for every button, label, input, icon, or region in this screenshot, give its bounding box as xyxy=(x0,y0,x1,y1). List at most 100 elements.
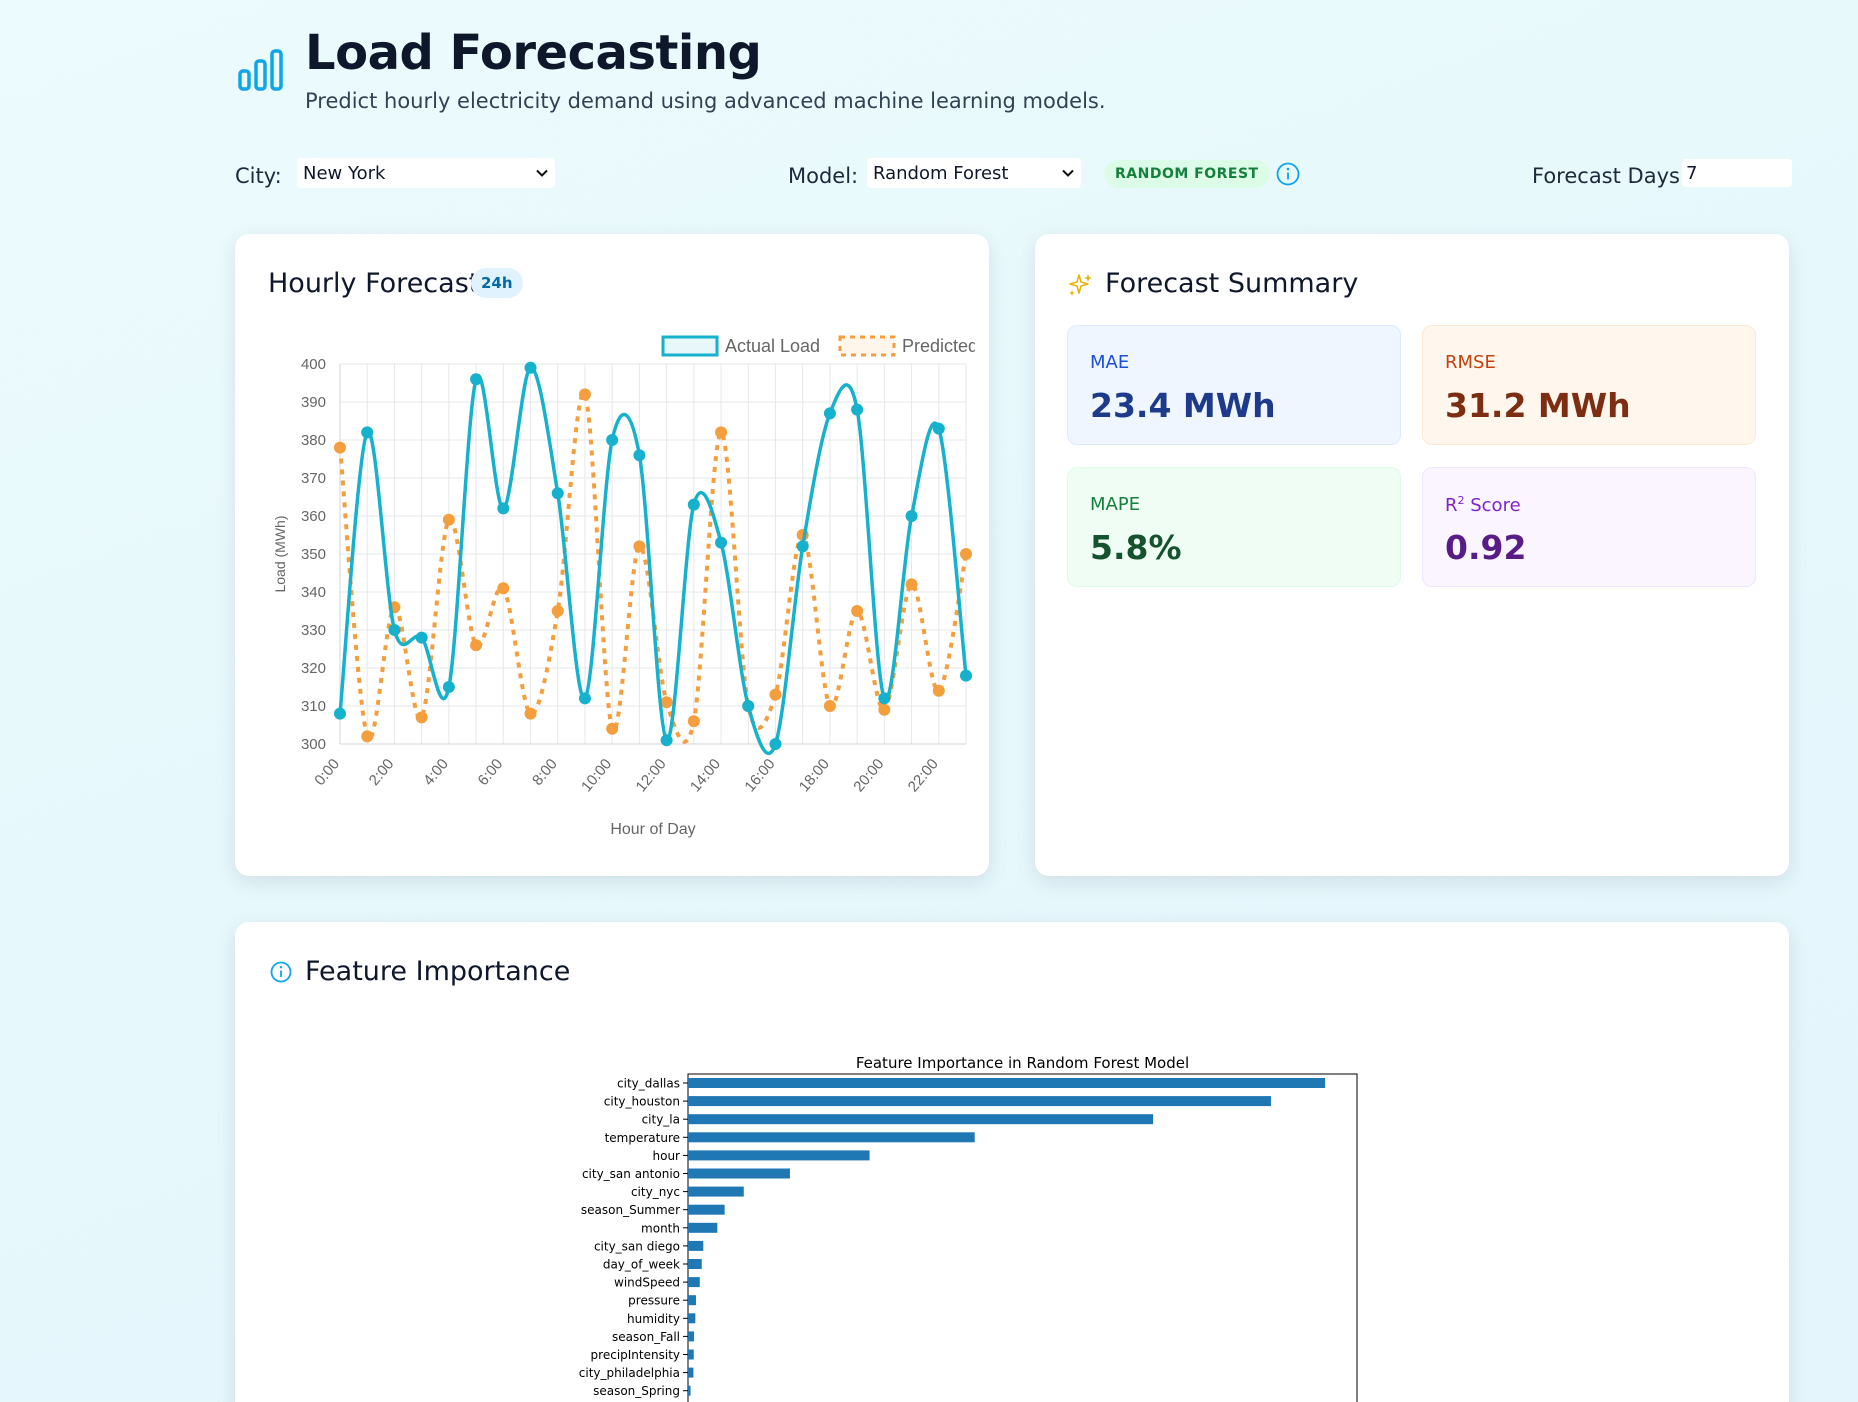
x-tick-label: 18:00 xyxy=(796,756,833,796)
page-subtitle: Predict hourly electricity demand using … xyxy=(305,89,1106,113)
y-tick-label: 340 xyxy=(301,584,326,601)
r2-label-rest: Score xyxy=(1464,495,1521,516)
model-select-value: Random Forest xyxy=(873,162,1009,184)
feature-bar xyxy=(688,1132,975,1143)
actual-load-point xyxy=(905,510,918,522)
mae-metric-card: MAE 23.4 MWh xyxy=(1067,325,1401,445)
predicted-load-point xyxy=(442,513,455,526)
forecast-summary-title: Forecast Summary xyxy=(1105,268,1359,299)
actual-load-point xyxy=(823,407,836,420)
feature-label: temperature xyxy=(605,1131,680,1145)
feature-importance-card: Feature Importance Feature Importance in… xyxy=(235,922,1789,1402)
feature-bar xyxy=(688,1240,704,1251)
forecast-days-label: Forecast Days: xyxy=(1532,164,1688,188)
predicted-load-point xyxy=(470,639,483,652)
feature-bar xyxy=(688,1096,1271,1107)
chart-grid xyxy=(339,363,967,745)
x-tick-label: 16:00 xyxy=(741,756,778,796)
feature-bar xyxy=(688,1385,691,1396)
predicted-load-point xyxy=(851,605,864,617)
y-tick-label: 390 xyxy=(301,394,326,411)
hourly-forecast-title: Hourly Forecast xyxy=(268,268,480,299)
x-tick-label: 12:00 xyxy=(633,756,670,796)
chart-legend: Actual Load Predicted Load xyxy=(661,335,975,357)
feature-importance-chart: Feature Importance in Random Forest Mode… xyxy=(579,1054,1358,1402)
actual-load-point xyxy=(578,692,591,705)
bar-chart-title: Feature Importance in Random Forest Mode… xyxy=(856,1054,1189,1072)
feature-label: season_Summer xyxy=(581,1203,680,1217)
feature-label: precipIntensity xyxy=(591,1348,680,1362)
forecast-summary-card: Forecast Summary MAE 23.4 MWh RMSE 31.2 … xyxy=(1035,234,1789,876)
actual-load-point xyxy=(361,426,374,439)
forecast-days-input[interactable] xyxy=(1682,159,1792,187)
feature-bar xyxy=(688,1078,1326,1088)
actual-load-point xyxy=(851,403,864,416)
mape-metric-card: MAPE 5.8% xyxy=(1067,467,1401,587)
y-tick-label: 400 xyxy=(301,356,326,373)
y-tick-label: 360 xyxy=(301,508,326,525)
feature-importance-title: Feature Importance xyxy=(305,956,571,987)
predicted-load-point xyxy=(361,730,374,743)
x-tick-label: 4:00 xyxy=(420,756,452,789)
actual-load-point xyxy=(606,434,619,446)
actual-load-point xyxy=(878,692,891,705)
feature-bar xyxy=(688,1331,695,1342)
actual-load-point xyxy=(960,669,972,682)
predicted-load-line xyxy=(338,391,968,744)
city-select[interactable]: New York xyxy=(297,158,555,188)
sparkles-icon xyxy=(1069,274,1092,296)
y-tick-label: 370 xyxy=(301,470,326,487)
feature-bar xyxy=(688,1222,718,1233)
feature-bar xyxy=(688,1349,694,1360)
x-tick-label: 0:00 xyxy=(311,756,343,789)
mape-value: 5.8% xyxy=(1090,528,1182,567)
actual-load-point xyxy=(932,422,945,435)
feature-bar xyxy=(688,1204,725,1215)
r2-label-sup: 2 xyxy=(1457,494,1465,507)
actual-load-point xyxy=(415,631,428,644)
actual-load-point xyxy=(334,707,346,720)
x-tick-label: 22:00 xyxy=(905,756,942,796)
predicted-load-point xyxy=(551,605,564,617)
page-header: Load Forecasting Predict hourly electric… xyxy=(237,25,1106,113)
y-tick-label: 320 xyxy=(301,660,326,677)
info-circle-icon xyxy=(270,961,292,983)
x-tick-label: 10:00 xyxy=(578,756,615,796)
r2-label-base: R xyxy=(1445,495,1458,516)
mae-label: MAE xyxy=(1090,352,1130,373)
r2-label: R2 Score xyxy=(1445,494,1521,516)
feature-label: hour xyxy=(653,1149,681,1163)
rmse-label: RMSE xyxy=(1445,352,1496,373)
model-label: Model: xyxy=(788,164,859,188)
feature-bar xyxy=(688,1150,870,1161)
y-tick-label: 380 xyxy=(301,432,326,449)
model-select[interactable]: Random Forest xyxy=(867,158,1081,188)
feature-label: city_san antonio xyxy=(582,1167,680,1181)
predicted-load-point xyxy=(578,388,591,401)
chevron-down-icon xyxy=(1062,169,1074,177)
actual-load-point xyxy=(633,449,646,462)
actual-load-point xyxy=(524,361,537,374)
page-title: Load Forecasting xyxy=(305,25,762,81)
r2-metric-card: R2 Score 0.92 xyxy=(1422,467,1756,587)
predicted-load-point xyxy=(878,703,891,716)
feature-bar xyxy=(688,1168,790,1179)
actual-load-point xyxy=(796,540,809,553)
actual-load-point xyxy=(442,681,455,693)
info-icon[interactable] xyxy=(1275,161,1301,187)
x-tick-label: 2:00 xyxy=(366,756,398,789)
feature-label: city_houston xyxy=(604,1095,680,1109)
feature-label: city_nyc xyxy=(631,1185,680,1199)
feature-label: city_san diego xyxy=(594,1239,680,1253)
predicted-load-point xyxy=(932,684,945,697)
feature-label: pressure xyxy=(628,1294,680,1308)
predicted-load-point xyxy=(769,688,782,701)
feature-label: humidity xyxy=(627,1312,680,1326)
hourly-forecast-card: Hourly Forecast 24h 300 310 320 330 340 350 36… xyxy=(235,234,989,876)
x-tick-label: 20:00 xyxy=(850,756,887,796)
actual-load-point xyxy=(388,624,401,636)
y-axis-label: Load (MWh) xyxy=(272,515,288,592)
legend-label-predicted: Predicted Load xyxy=(902,336,975,356)
predicted-load-point xyxy=(415,711,428,724)
feature-bar xyxy=(688,1114,1154,1125)
